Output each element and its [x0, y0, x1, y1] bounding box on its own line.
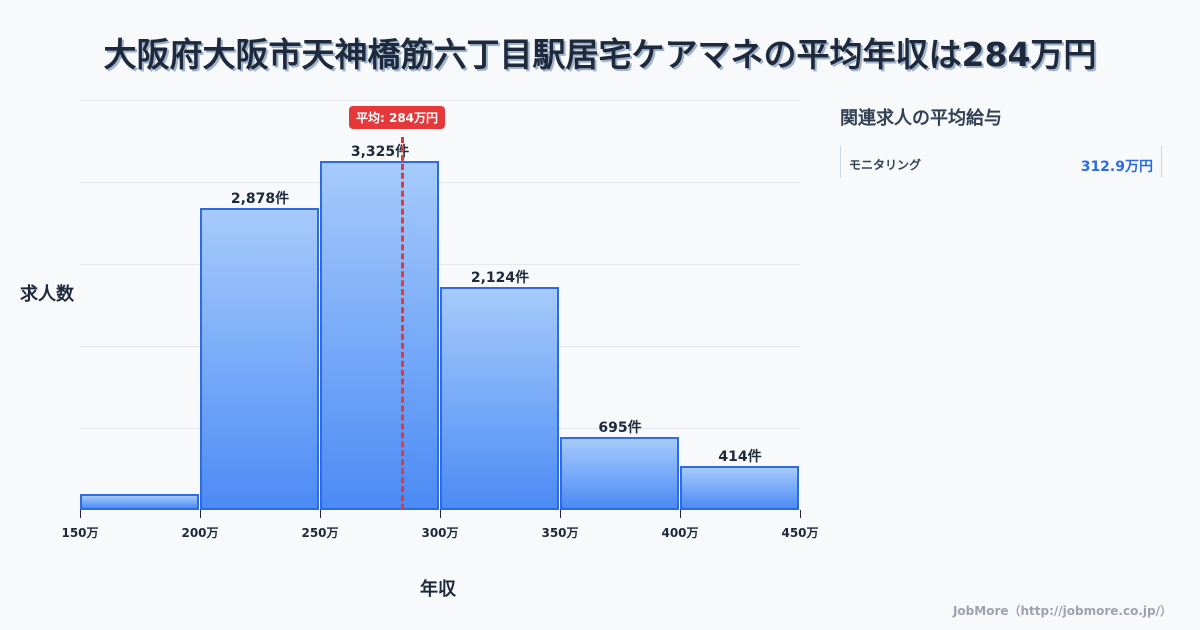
x-axis-label: 年収: [420, 579, 456, 600]
y-axis-label: 求人数: [20, 284, 74, 305]
related-job-item[interactable]: モニタリング 312.9万円: [840, 146, 1162, 178]
x-tick: [80, 510, 81, 518]
x-tick-label: 150万: [61, 526, 99, 540]
gridline: [80, 100, 800, 101]
footer-credit: JobMore（http://jobmore.co.jp/）: [952, 604, 1172, 618]
x-tick: [680, 510, 681, 518]
x-tick: [200, 510, 201, 518]
bar-value-label: 2,878件: [230, 191, 290, 207]
bar-value-label: 3,325件: [350, 144, 410, 160]
x-tick: [560, 510, 561, 518]
bar-350-400[interactable]: [560, 437, 679, 510]
bar-400-450[interactable]: [680, 466, 799, 510]
bar-value-label: 414件: [718, 449, 762, 465]
x-tick-label: 300万: [421, 526, 459, 540]
bar-value-label: 695件: [598, 420, 642, 436]
gridline: [80, 182, 800, 183]
bar-300-350[interactable]: [440, 287, 559, 510]
average-badge: 平均: 284万円: [349, 106, 446, 129]
x-tick: [320, 510, 321, 518]
x-tick-label: 450万: [781, 526, 819, 540]
bar-value-label: 2,124件: [470, 270, 530, 286]
related-job-name: モニタリング: [849, 158, 922, 172]
gridline: [80, 264, 800, 265]
x-tick-label: 400万: [661, 526, 699, 540]
bar-200-250[interactable]: [200, 208, 319, 510]
average-line: [401, 137, 404, 510]
bar-150-200[interactable]: [80, 494, 199, 510]
related-job-salary: 312.9万円: [1080, 159, 1153, 175]
x-tick-label: 200万: [181, 526, 219, 540]
related-jobs-title: 関連求人の平均給与: [840, 108, 1002, 129]
bar-250-300[interactable]: [320, 161, 439, 510]
x-tick: [800, 510, 801, 518]
page-title: 大阪府大阪市天神橋筋六丁目駅居宅ケアマネの平均年収は284万円: [103, 35, 1097, 74]
x-tick-label: 250万: [301, 526, 339, 540]
histogram-plot: 2,878件 3,325件 2,124件 695件 414件: [80, 100, 800, 510]
x-tick-label: 350万: [541, 526, 579, 540]
x-tick: [440, 510, 441, 518]
